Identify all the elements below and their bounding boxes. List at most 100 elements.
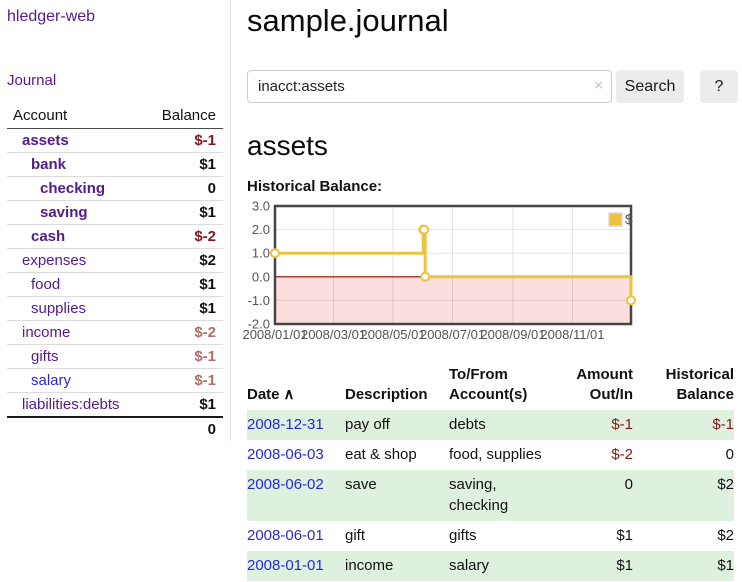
transaction-date-link[interactable]: 2008-06-02 <box>247 476 324 493</box>
sidebar-item-journal[interactable]: Journal <box>7 72 57 89</box>
transaction-accounts: saving, checking <box>449 476 509 514</box>
clear-search-icon[interactable]: × <box>594 77 603 94</box>
account-link[interactable]: saving <box>40 204 88 221</box>
date-header-label: Date <box>247 386 280 403</box>
register-row: 2008-12-31 pay off debts $-1 $-1 <box>247 410 734 440</box>
account-balance: $-2 <box>153 320 223 345</box>
data-point-marker <box>270 248 280 259</box>
negative-region <box>275 276 631 324</box>
register-row: 2008-06-01 gift gifts $1 $2 <box>247 521 734 551</box>
balance-column-header: Historical Balance <box>665 366 734 403</box>
account-row: assets $-1 <box>7 128 223 153</box>
transaction-amount: 0 <box>624 476 633 493</box>
sidebar: hledger-web Journal Account Balance asse… <box>0 0 231 441</box>
transaction-date-link[interactable]: 2008-06-01 <box>247 527 324 544</box>
transaction-amount: $1 <box>616 527 633 544</box>
x-tick-label: 2008/07/01 <box>420 327 485 342</box>
account-balance: $2 <box>153 248 223 273</box>
register-row: 2008-06-02 save saving, checking 0 $2 <box>247 470 734 521</box>
x-tick-label: 2008/01/01 <box>243 327 308 342</box>
account-row: supplies $1 <box>7 296 223 321</box>
account-balance: 0 <box>153 176 223 201</box>
account-row: gifts $-1 <box>7 344 223 369</box>
amount-column-header: Amount Out/In <box>576 366 633 403</box>
account-balance: $1 <box>153 200 223 225</box>
search-input[interactable] <box>247 70 612 103</box>
transaction-accounts: gifts <box>449 527 477 544</box>
transaction-amount: $1 <box>616 557 633 574</box>
data-point-marker <box>626 295 636 306</box>
transaction-accounts: debts <box>449 416 486 433</box>
chart-title: Historical Balance: <box>247 178 383 195</box>
x-tick-label: 2008/05/01 <box>360 327 425 342</box>
transaction-date-link[interactable]: 2008-12-31 <box>247 416 324 433</box>
account-row: salary $-1 <box>7 368 223 393</box>
account-row: income $-2 <box>7 320 223 345</box>
total-spacer <box>7 416 153 441</box>
transaction-accounts: salary <box>449 557 490 574</box>
y-tick-label: 2.0 <box>252 222 270 237</box>
account-row: bank $1 <box>7 152 223 177</box>
account-balance: $-2 <box>153 224 223 249</box>
account-balance: $-1 <box>153 128 223 153</box>
app-title-link[interactable]: hledger-web <box>7 8 96 25</box>
legend-swatch <box>608 212 623 227</box>
account-link[interactable]: assets <box>22 132 69 149</box>
date-column-header[interactable]: Date ∧ <box>247 365 345 410</box>
main-content: sample.journal × Search ? assets Histori… <box>240 0 742 581</box>
account-balance: $1 <box>153 392 223 418</box>
historical-balance-chart[interactable]: 3.0 2.0 1.0 0.0 -1.0 -2.0 2008/01/01 2008/03/01… <box>243 201 742 347</box>
transaction-amount: $-2 <box>611 446 633 463</box>
total-balance: 0 <box>153 416 223 441</box>
account-row: food $1 <box>7 272 223 297</box>
account-row: checking 0 <box>7 176 223 201</box>
transaction-balance: $1 <box>717 557 734 574</box>
transaction-description: eat & shop <box>345 446 417 463</box>
search-form: × Search ? <box>247 70 742 103</box>
chart-canvas[interactable]: 3.0 2.0 1.0 0.0 -1.0 -2.02008/01/012008/03/01… <box>243 201 641 347</box>
account-balance: $1 <box>153 272 223 297</box>
y-tick-label: -2.0 <box>248 317 270 332</box>
transaction-amount: $-1 <box>611 416 633 433</box>
search-button[interactable]: Search <box>616 70 684 103</box>
account-link[interactable]: supplies <box>31 300 87 317</box>
total-row: 0 <box>7 416 223 441</box>
account-tree-table: Account Balance assets $-1 bank $1 checking 0… <box>7 104 223 441</box>
account-link[interactable]: checking <box>40 180 106 197</box>
account-row: liabilities:debts $1 <box>7 392 223 418</box>
account-link[interactable]: gifts <box>31 348 59 365</box>
account-link[interactable]: salary <box>31 372 72 389</box>
transaction-balance: $-1 <box>712 416 734 433</box>
transaction-balance: $2 <box>717 476 734 493</box>
x-tick-label: 2008/09/01 <box>480 327 545 342</box>
account-link[interactable]: food <box>31 276 61 293</box>
help-button[interactable]: ? <box>700 70 738 103</box>
register-row: 2008-01-01 income salary $1 $1 <box>247 551 734 581</box>
account-balance: $1 <box>153 152 223 177</box>
y-tick-label: 1.0 <box>252 246 270 261</box>
accounts-column-header: To/From Account(s) <box>449 366 528 403</box>
transaction-balance: 0 <box>725 446 734 463</box>
account-balance: $1 <box>153 296 223 321</box>
account-row: cash $-2 <box>7 224 223 249</box>
sort-ascending-icon: ∧ <box>283 386 295 403</box>
balance-column-header: Balance <box>153 104 223 129</box>
account-row: saving $1 <box>7 200 223 225</box>
account-link[interactable]: liabilities:debts <box>22 396 120 413</box>
account-link[interactable]: income <box>22 324 71 341</box>
transaction-description: income <box>345 557 394 574</box>
account-page-title: assets <box>247 130 328 161</box>
data-point-marker <box>420 271 431 282</box>
x-tick-label: 2008/11/01 <box>540 327 604 342</box>
account-column-header: Account <box>7 104 153 129</box>
y-tick-label: -1.0 <box>248 293 270 308</box>
data-point-marker <box>419 224 430 235</box>
legend-label: $ <box>625 211 633 227</box>
account-link[interactable]: bank <box>31 156 67 173</box>
transaction-date-link[interactable]: 2008-01-01 <box>247 557 324 574</box>
account-balance: $-1 <box>153 368 223 393</box>
transaction-date-link[interactable]: 2008-06-03 <box>247 446 324 463</box>
account-link[interactable]: cash <box>31 228 66 245</box>
account-link[interactable]: expenses <box>22 252 87 269</box>
description-column-header: Description <box>345 386 428 403</box>
